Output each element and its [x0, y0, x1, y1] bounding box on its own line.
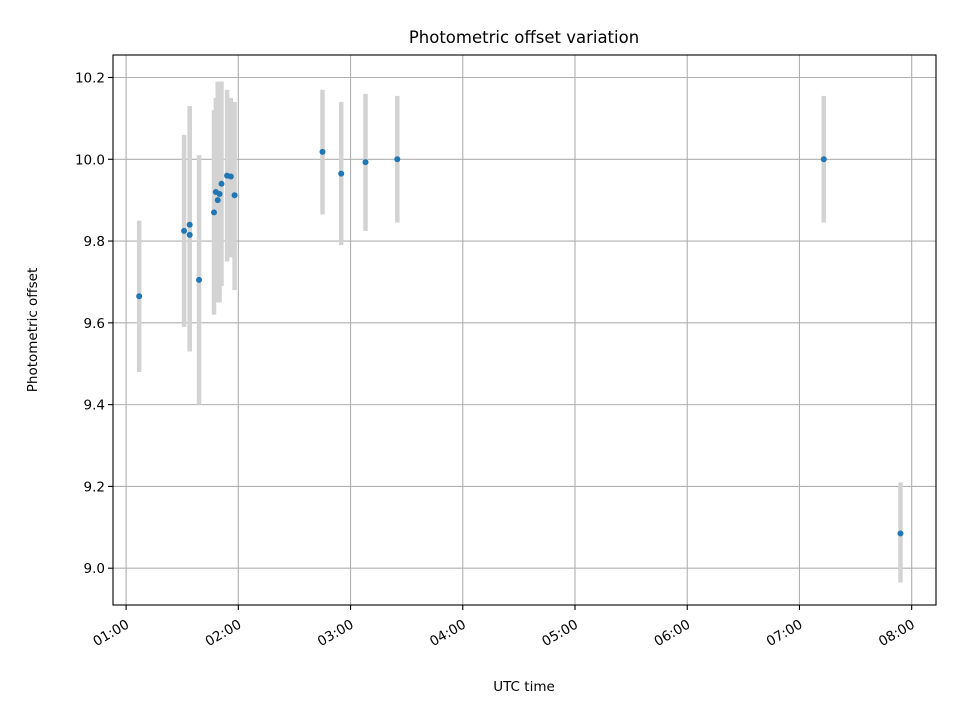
data-point: [216, 191, 223, 198]
y-tick-label: 10.0: [75, 152, 105, 168]
data-point: [897, 530, 904, 537]
y-tick-label: 9.4: [84, 398, 105, 414]
y-tick-label: 9.0: [84, 561, 105, 577]
grid-lines: [113, 55, 936, 605]
data-point: [136, 293, 143, 300]
data-point: [338, 170, 345, 177]
plot-frame: [112, 54, 937, 606]
data-point: [214, 197, 221, 204]
x-axis-ticks: 01:00 02:00 03:00 04:00 05:00 06:00 07:00 08:00: [90, 605, 918, 650]
data-point: [181, 227, 188, 234]
y-tick-label: 9.8: [84, 234, 105, 250]
y-tick-label: 9.6: [84, 316, 105, 332]
data-point: [394, 156, 401, 163]
x-tick-label: 05:00: [539, 617, 581, 650]
x-tick-label: 06:00: [652, 617, 694, 650]
x-tick-label: 01:00: [90, 617, 132, 650]
x-tick-label: 03:00: [315, 617, 357, 650]
data-point: [231, 192, 238, 199]
x-tick-label: 02:00: [203, 617, 245, 650]
data-point: [820, 156, 827, 163]
data-points: [136, 148, 904, 537]
error-bars: [136, 81, 903, 583]
data-point: [218, 180, 225, 187]
data-point: [196, 276, 203, 283]
chart-title: Photometric offset variation: [409, 28, 639, 47]
data-point: [227, 173, 234, 180]
y-tick-label: 10.2: [75, 70, 105, 86]
data-point: [362, 159, 369, 166]
x-tick-label: 04:00: [427, 617, 469, 650]
x-tick-label: 07:00: [764, 617, 806, 650]
data-point: [211, 209, 218, 216]
data-point: [186, 221, 193, 228]
y-axis-label: Photometric offset: [25, 268, 41, 392]
y-axis-ticks: 9.0 9.2 9.4 9.6 9.8 10.0 10.2: [75, 70, 113, 577]
y-tick-label: 9.2: [84, 479, 105, 495]
data-point: [319, 148, 326, 155]
data-point: [186, 231, 193, 238]
x-tick-label: 08:00: [876, 617, 918, 650]
x-axis-label: UTC time: [493, 679, 555, 695]
